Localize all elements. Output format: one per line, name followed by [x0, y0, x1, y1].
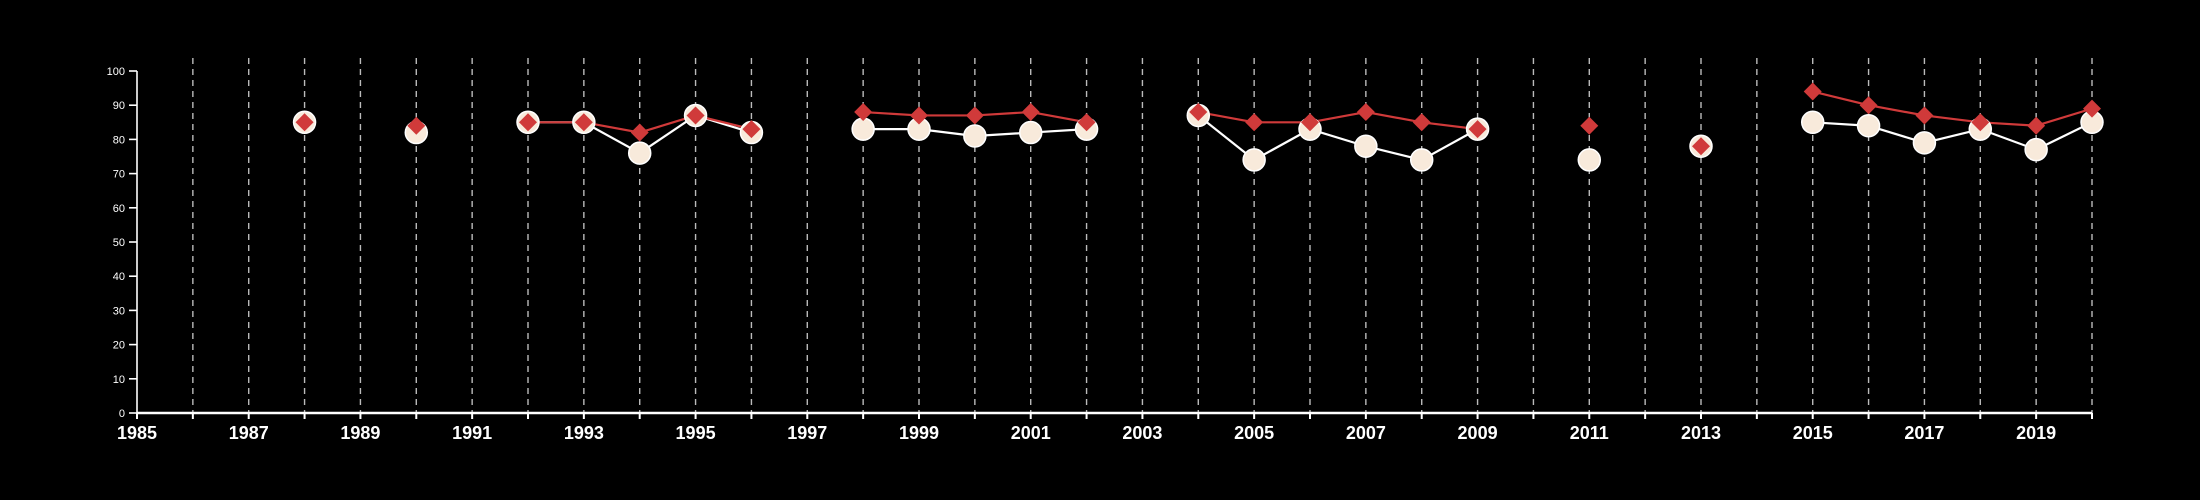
red-series-line-segment	[974, 110, 1031, 117]
red-series-line-segment	[1924, 114, 1981, 124]
y-tick-label: 50	[113, 237, 125, 249]
red-point	[1580, 116, 1599, 135]
y-tick-label: 90	[113, 100, 125, 112]
red-point	[742, 120, 761, 139]
red-series-markers	[295, 82, 2101, 156]
x-tick-label: 1999	[899, 423, 939, 443]
x-tick-label: 2001	[1011, 423, 1051, 443]
red-series-line-segment	[1868, 104, 1925, 117]
x-tick-label: 2015	[1793, 423, 1833, 443]
red-series-line-segment	[863, 110, 920, 117]
red-point	[1692, 137, 1710, 156]
y-axis-ticks: 0 10 20 30 40 50 60 70 80 90 100	[107, 66, 137, 420]
y-tick-label: 60	[113, 203, 125, 215]
y-tick-label: 0	[119, 408, 125, 420]
red-point	[1301, 113, 1319, 132]
cream-point	[1409, 148, 1434, 172]
y-tick-label: 40	[113, 271, 125, 283]
x-tick-label: 2011	[1570, 423, 1609, 443]
red-point	[965, 106, 984, 125]
red-series-line-segment	[1030, 110, 1087, 124]
y-tick-label: 20	[113, 340, 125, 352]
axes	[136, 71, 2092, 415]
red-point	[1915, 106, 1934, 125]
cream-point	[2024, 137, 2048, 162]
x-tick-label: 2003	[1122, 423, 1162, 443]
red-point	[1468, 120, 1487, 139]
red-point	[1803, 82, 1822, 101]
x-tick-label: 2007	[1346, 423, 1386, 443]
red-series-line-segment	[1309, 110, 1367, 124]
cream-point	[1242, 148, 1266, 172]
red-point	[2083, 99, 2101, 118]
x-tick-label: 1991	[452, 423, 492, 443]
red-point	[574, 113, 593, 132]
red-series-line-segment	[1365, 110, 1422, 124]
y-tick-label: 30	[113, 305, 125, 317]
red-point	[686, 106, 705, 125]
cream-point	[1018, 120, 1043, 145]
y-tick-label: 100	[107, 66, 125, 78]
red-series-line-segment	[2035, 107, 2093, 127]
red-point	[854, 103, 873, 122]
x-tick-label: 1987	[229, 423, 269, 443]
cream-point	[627, 141, 652, 165]
red-point	[1245, 113, 1264, 132]
x-axis-ticks: 1985 1987 1989 1991 1993 1995 1997 1999 2001 2003…	[117, 413, 2093, 443]
cream-point	[1800, 110, 1825, 135]
x-tick-label: 2019	[2016, 423, 2056, 443]
red-point	[2027, 116, 2046, 135]
red-point	[295, 113, 314, 132]
cream-point	[963, 124, 987, 148]
red-point	[1021, 103, 1040, 122]
cream-point	[851, 117, 875, 141]
y-tick-label: 10	[113, 374, 125, 386]
red-point	[910, 106, 928, 125]
vertical-gridlines	[192, 58, 2093, 413]
cream-series-line-segment	[1197, 114, 1255, 161]
red-point	[1077, 113, 1096, 132]
x-tick-label: 2005	[1234, 423, 1274, 443]
red-point	[630, 123, 649, 142]
red-point	[1189, 103, 1208, 122]
x-tick-label: 1989	[340, 423, 380, 443]
x-tick-label: 1995	[676, 423, 716, 443]
red-series-line-segment	[1812, 90, 1869, 107]
red-point	[1859, 96, 1878, 115]
y-tick-label: 70	[113, 169, 125, 181]
x-tick-label: 2009	[1458, 423, 1498, 443]
x-tick-label: 1993	[564, 423, 604, 443]
red-point	[1412, 113, 1431, 132]
cream-point	[1354, 134, 1378, 158]
cream-point	[1912, 131, 1937, 155]
series-layer	[292, 82, 2104, 172]
red-point	[519, 113, 537, 132]
red-point	[407, 116, 426, 135]
red-point	[1356, 103, 1375, 122]
cream-point	[1577, 148, 1602, 172]
x-tick-label: 2017	[1904, 423, 1944, 443]
red-point	[1971, 113, 1990, 132]
cream-point	[1856, 113, 1881, 138]
x-tick-label: 1985	[117, 423, 157, 443]
x-tick-label: 1997	[787, 423, 827, 443]
x-tick-label: 2013	[1681, 423, 1721, 443]
y-tick-label: 80	[113, 134, 125, 146]
